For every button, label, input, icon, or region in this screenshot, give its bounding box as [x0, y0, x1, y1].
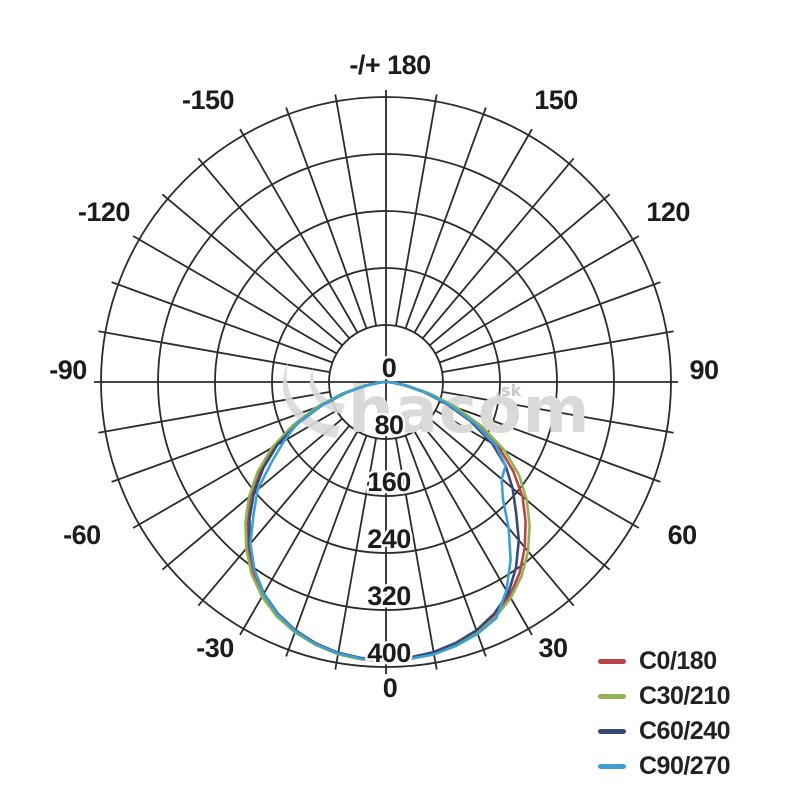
angle-label--120: -120	[78, 197, 130, 227]
angle-label-90: 90	[689, 355, 718, 385]
grid-spoke	[421, 425, 575, 607]
grid-spoke	[98, 330, 331, 373]
axis-labels: -/+ 180 -150 150 -120 120 -90 90 -60 60 -30 30 0 0 80…	[49, 50, 719, 703]
angle-label-30: 30	[538, 633, 567, 663]
radial-label-80: 80	[374, 410, 403, 440]
angle-label-0: 0	[383, 673, 398, 703]
watermark: hacom.sk	[282, 362, 590, 448]
grid-spoke	[161, 193, 343, 347]
legend-item: C90/270	[598, 749, 731, 784]
legend-swatch	[598, 659, 626, 664]
watermark-logo-inner	[309, 368, 345, 414]
grid-spoke	[429, 417, 611, 571]
angle-label-60: 60	[668, 520, 697, 550]
grid-spoke	[239, 430, 359, 636]
watermark-logo	[282, 362, 340, 438]
grid-spoke	[285, 435, 368, 657]
angle-label--60: -60	[63, 520, 101, 550]
grid-spoke	[404, 107, 487, 329]
grid-spoke	[132, 409, 338, 529]
grid-spoke	[197, 425, 351, 607]
angle-label-150: 150	[534, 85, 578, 115]
angle-label--30: -30	[196, 633, 234, 663]
polar-grid	[94, 90, 678, 674]
grid-spoke	[404, 435, 487, 657]
grid-spoke	[413, 128, 533, 334]
grid-spoke	[441, 330, 674, 373]
grid-spoke	[439, 400, 661, 483]
grid-spoke	[285, 107, 368, 329]
curve-C90-270	[249, 380, 512, 662]
grid-spoke	[434, 409, 640, 529]
grid-spoke	[239, 128, 359, 334]
angle-label--150: -150	[182, 85, 234, 115]
legend-item: C0/180	[598, 644, 730, 679]
radial-label-240: 240	[367, 524, 411, 554]
grid-spoke	[395, 94, 438, 327]
legend: C0/180 C30/210 C60/240 C90/270	[598, 644, 731, 784]
grid-spoke	[132, 235, 338, 355]
radial-label-320: 320	[367, 581, 411, 611]
grid-spoke	[111, 281, 333, 364]
angle-label--90: -90	[49, 355, 87, 385]
legend-label: C30/210	[639, 682, 731, 710]
legend-label: C90/270	[639, 752, 731, 780]
legend-item: C60/240	[598, 714, 731, 749]
radial-label-400: 400	[367, 638, 411, 668]
grid-spoke	[439, 281, 661, 364]
legend-item: C30/210	[598, 679, 731, 714]
radial-label-0: 0	[382, 353, 397, 383]
intensity-curves	[244, 380, 531, 663]
grid-spoke	[334, 437, 377, 670]
legend-label: C60/240	[639, 717, 731, 745]
grid-spoke	[441, 391, 674, 434]
legend-swatch	[598, 764, 626, 769]
legend-swatch	[598, 729, 626, 734]
watermark-text: hacom	[348, 374, 590, 448]
legend-swatch	[598, 694, 626, 699]
grid-spoke	[197, 157, 351, 339]
grid-spoke	[413, 430, 533, 636]
grid-spoke	[334, 94, 377, 327]
angle-label-120: 120	[646, 197, 690, 227]
legend-label: C0/180	[639, 647, 717, 675]
angle-label-180: -/+ 180	[349, 50, 430, 80]
grid-spoke	[434, 235, 640, 355]
grid-spoke	[421, 157, 575, 339]
grid-spoke	[395, 437, 438, 670]
grid-spoke	[429, 193, 611, 347]
watermark-suffix: .sk	[495, 381, 522, 400]
radial-label-160: 160	[367, 467, 411, 497]
